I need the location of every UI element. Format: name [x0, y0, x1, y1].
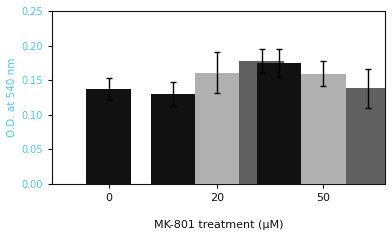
Bar: [301, 74, 346, 184]
Bar: [257, 63, 301, 184]
Bar: [195, 72, 240, 184]
Bar: [240, 61, 284, 184]
Y-axis label: O.D. at 540 nm: O.D. at 540 nm: [7, 58, 17, 137]
Bar: [346, 88, 390, 184]
X-axis label: MK-801 treatment (μM): MK-801 treatment (μM): [154, 220, 283, 230]
Bar: [86, 89, 131, 184]
Bar: [151, 94, 195, 184]
